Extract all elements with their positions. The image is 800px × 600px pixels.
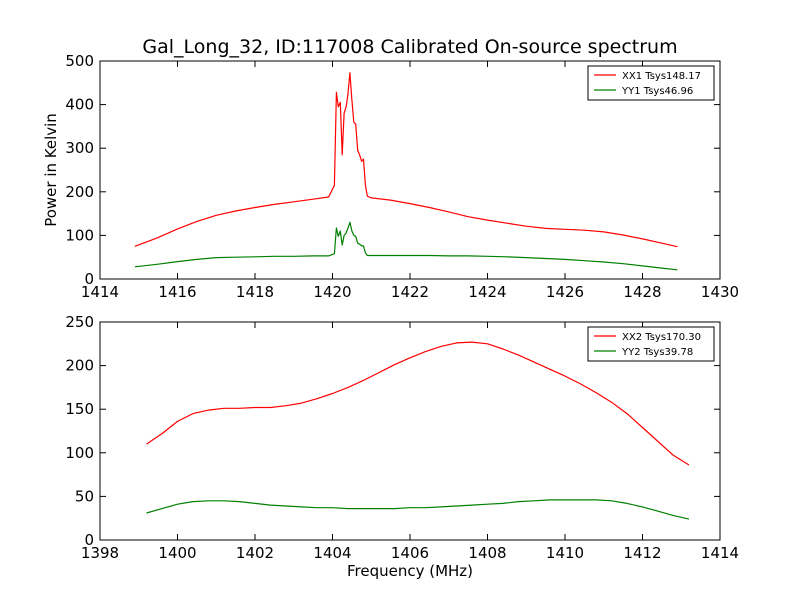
x-tick-label: 1398 — [81, 544, 119, 562]
y-tick-label: 250 — [65, 313, 94, 331]
x-tick-label: 1428 — [623, 283, 661, 301]
y-tick-label: 500 — [65, 52, 94, 70]
x-tick-label: 1416 — [158, 283, 196, 301]
y-tick-label: 150 — [65, 400, 94, 418]
series-line-2 — [134, 221, 678, 271]
x-tick-label: 1412 — [623, 544, 661, 562]
y-tick-label: 200 — [65, 357, 94, 375]
x-tick-label: 1426 — [546, 283, 584, 301]
x-tick-label: 1410 — [546, 544, 584, 562]
series-line-1 — [146, 341, 690, 466]
legend-box — [587, 326, 715, 362]
y-tick-label: 100 — [65, 226, 94, 244]
legend: XX2 Tsys170.30 YY2 Tsys39.78 — [587, 326, 715, 362]
x-tick-label: 1424 — [468, 283, 506, 301]
legend-label-2: YY1 Tsys46.96 — [621, 86, 693, 97]
x-tick-label: 1404 — [313, 544, 351, 562]
legend-label-1: XX1 Tsys148.17 — [622, 71, 701, 82]
series-line-2 — [146, 499, 690, 520]
x-tick-label: 1414 — [701, 544, 739, 562]
y-tick-label: 400 — [65, 96, 94, 114]
x-tick-label: 1400 — [158, 544, 196, 562]
y-tick-label: 0 — [84, 531, 94, 549]
legend-label-1: XX2 Tsys170.30 — [622, 332, 701, 343]
x-tick-label: 1414 — [81, 283, 119, 301]
x-tick-label: 1402 — [236, 544, 274, 562]
y-tick-label: 50 — [75, 487, 94, 505]
x-tick-label: 1422 — [391, 283, 429, 301]
legend: XX1 Tsys148.17 YY1 Tsys46.96 — [587, 65, 715, 101]
y-tick-label: 0 — [84, 270, 94, 288]
x-tick-label: 1430 — [701, 283, 739, 301]
x-tick-label: 1420 — [313, 283, 351, 301]
legend-box — [587, 65, 715, 101]
top-subplot: 1414 1416 1418 1420 1422 1424 1426 1428 1430 0 100… — [42, 52, 739, 301]
y-tick-label: 100 — [65, 444, 94, 462]
figure-title: Gal_Long_32, ID:117008 Calibrated On-sou… — [142, 36, 677, 58]
x-tick-label: 1408 — [468, 544, 506, 562]
y-tick-label: 200 — [65, 183, 94, 201]
x-axis-label: Frequency (MHz) — [347, 562, 473, 580]
bottom-subplot: 1398 1400 1402 1404 1406 1408 1410 1412 1414 0 50 1… — [65, 313, 739, 580]
y-tick-label: 300 — [65, 139, 94, 157]
x-tick-label: 1418 — [236, 283, 274, 301]
series-line-1 — [134, 72, 678, 248]
x-tick-label: 1406 — [391, 544, 429, 562]
legend-label-2: YY2 Tsys39.78 — [621, 347, 693, 358]
y-axis-label: Power in Kelvin — [42, 113, 60, 227]
